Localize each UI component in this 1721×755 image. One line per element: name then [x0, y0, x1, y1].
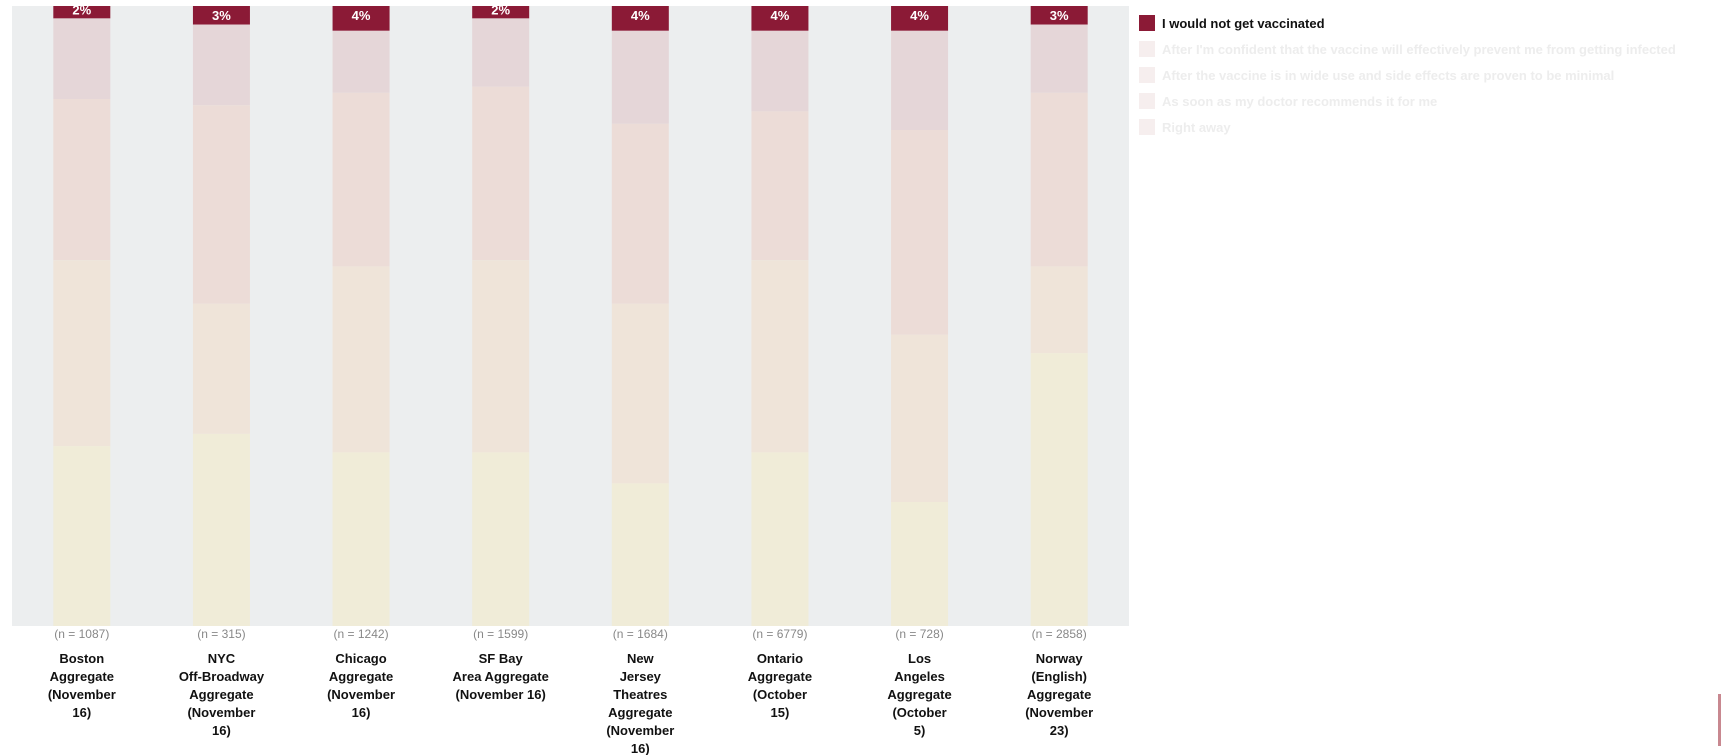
legend-swatch — [1139, 15, 1155, 31]
legend-item-5[interactable]: Right away — [1139, 114, 1676, 140]
legend: I would not get vaccinated After I'm conf… — [1139, 10, 1676, 140]
bar-segment-3-4 — [472, 86, 530, 261]
legend-item-1[interactable]: I would not get vaccinated — [1139, 10, 1676, 36]
legend-swatch — [1139, 119, 1155, 135]
sample-size-5: (n = 1684) — [613, 627, 668, 641]
bar-segment-4-4 — [472, 260, 530, 453]
plot-area — [12, 6, 1129, 626]
data-label-2: 3% — [212, 8, 231, 23]
bar-segment-3-3 — [332, 92, 390, 267]
data-label-7: 4% — [910, 8, 929, 23]
legend-label: I would not get vaccinated — [1162, 15, 1325, 31]
category-label-8: Norway (English) Aggregate (November 23) — [1025, 651, 1093, 738]
bar-segment-1-4 — [472, 6, 530, 19]
category-label-1: Boston Aggregate (November 16) — [48, 651, 116, 720]
bar-segment-4-7 — [891, 334, 949, 502]
data-label-8: 3% — [1050, 8, 1069, 23]
bar-segment-1-5 — [611, 6, 669, 31]
bar-segment-4-2 — [192, 303, 250, 434]
data-label-4: 2% — [491, 2, 510, 17]
legend-item-2[interactable]: After I'm confident that the vaccine wil… — [1139, 36, 1676, 62]
data-label-1: 2% — [72, 2, 91, 17]
bar-segment-4-1 — [53, 260, 111, 447]
data-label-5: 4% — [631, 8, 650, 23]
category-label-5: New Jersey Theatres Aggregate (November 16) — [606, 651, 674, 755]
category-label-4: SF Bay Area Aggregate (November 16) — [453, 651, 549, 702]
sample-size-4: (n = 1599) — [473, 627, 528, 641]
legend-swatch — [1139, 41, 1155, 57]
bar-segment-3-7 — [891, 130, 949, 335]
data-label-3: 4% — [352, 8, 371, 23]
bar-segment-5-5 — [611, 483, 669, 626]
bar-segment-2-1 — [53, 18, 111, 99]
bar-segment-4-3 — [332, 266, 390, 453]
bar-segment-5-6 — [751, 452, 809, 626]
bar-segment-2-6 — [751, 30, 809, 112]
bar-segment-4-5 — [611, 303, 669, 484]
bar-segment-2-8 — [1030, 24, 1088, 93]
bar-segment-2-4 — [472, 18, 530, 87]
bar-segment-3-2 — [192, 105, 250, 304]
legend-item-3[interactable]: After the vaccine is in wide use and sid… — [1139, 62, 1676, 88]
bar-segment-1-2 — [192, 6, 250, 25]
bar-segment-2-2 — [192, 24, 250, 106]
bar-segment-3-5 — [611, 123, 669, 304]
bar-segment-2-7 — [891, 30, 949, 130]
bar-segment-5-7 — [891, 502, 949, 626]
sample-size-6: (n = 6779) — [752, 627, 807, 641]
category-label-3: Chicago Aggregate (November 16) — [327, 651, 395, 720]
bar-segment-1-6 — [751, 6, 809, 31]
bar-segment-4-6 — [751, 260, 809, 453]
legend-label: After the vaccine is in wide use and sid… — [1162, 67, 1615, 83]
category-label-6: Ontario Aggregate (October 15) — [748, 651, 812, 720]
legend-swatch — [1139, 67, 1155, 83]
legend-item-4[interactable]: As soon as my doctor recommends it for m… — [1139, 88, 1676, 114]
bar-segment-4-8 — [1030, 266, 1088, 354]
bar-segment-5-3 — [332, 452, 390, 626]
bar-segment-5-1 — [53, 446, 111, 626]
sample-size-1: (n = 1087) — [54, 627, 109, 641]
bar-segment-2-5 — [611, 30, 669, 124]
sample-size-3: (n = 1242) — [334, 627, 389, 641]
sample-size-2: (n = 315) — [197, 627, 245, 641]
legend-label: As soon as my doctor recommends it for m… — [1162, 93, 1438, 109]
bar-segment-5-8 — [1030, 353, 1088, 626]
category-label-7: Los Angeles Aggregate (October 5) — [887, 651, 951, 738]
bar-segment-1-8 — [1030, 6, 1088, 25]
legend-swatch — [1139, 93, 1155, 109]
legend-label: Right away — [1162, 119, 1231, 135]
bar-segment-5-2 — [192, 433, 250, 626]
bar-segment-1-3 — [332, 6, 390, 31]
bar-segment-5-4 — [472, 452, 530, 626]
category-label-2: NYC Off-Broadway Aggregate (November 16) — [179, 651, 265, 738]
bar-segment-3-8 — [1030, 92, 1088, 267]
bar-segment-3-1 — [53, 99, 111, 261]
bar-segment-3-6 — [751, 111, 809, 261]
bar-segment-2-3 — [332, 30, 390, 93]
sample-size-8: (n = 2858) — [1032, 627, 1087, 641]
bar-segment-1-1 — [53, 6, 111, 19]
data-label-6: 4% — [771, 8, 790, 23]
scrollbar-edge — [1718, 694, 1721, 746]
bar-segment-1-7 — [891, 6, 949, 31]
sample-size-7: (n = 728) — [895, 627, 943, 641]
legend-label: After I'm confident that the vaccine wil… — [1162, 41, 1676, 57]
